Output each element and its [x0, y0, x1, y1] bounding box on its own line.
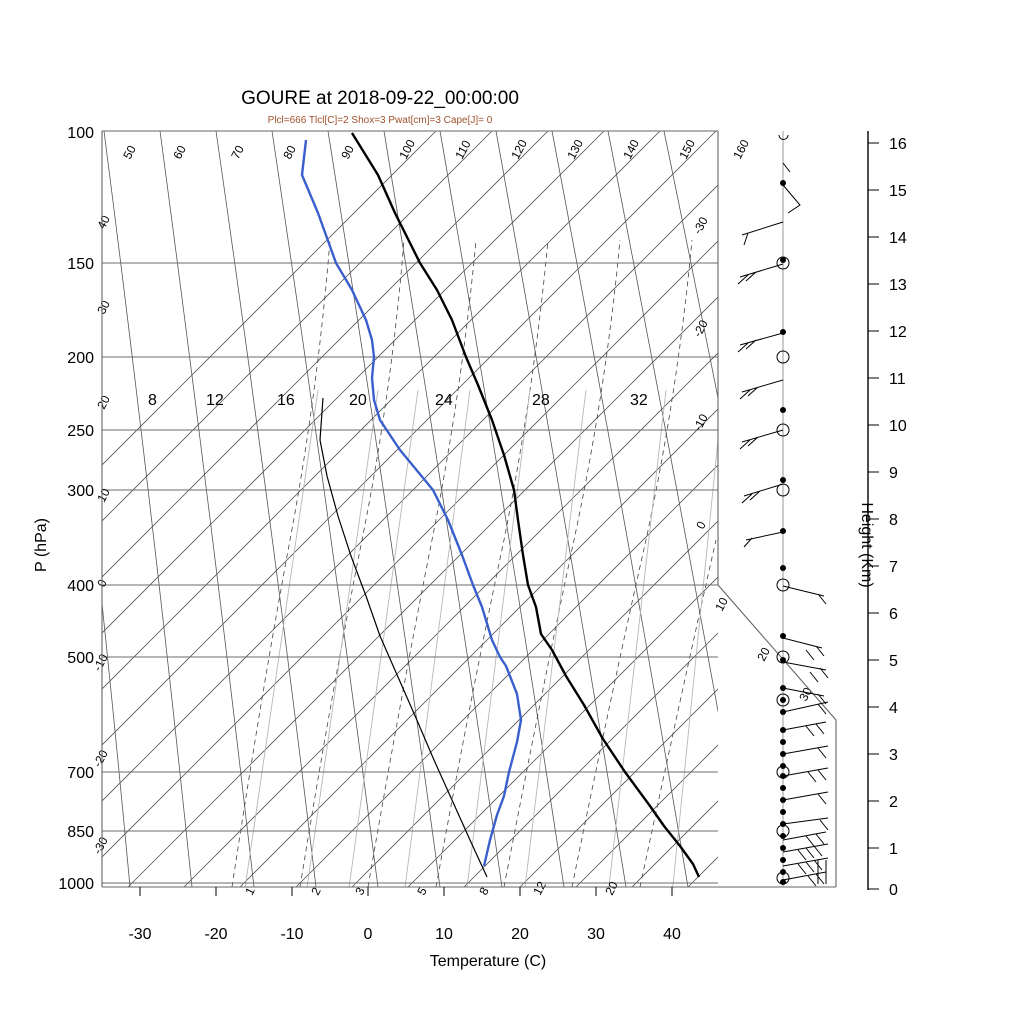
plot-frame — [101, 130, 837, 888]
svg-text:9: 9 — [889, 465, 898, 482]
svg-text:3: 3 — [889, 747, 898, 764]
temperature-profile — [350, 132, 701, 878]
svg-text:250: 250 — [67, 423, 94, 440]
temperature-axis-label: Temperature (C) — [430, 953, 546, 970]
svg-text:15: 15 — [889, 183, 907, 200]
svg-text:8: 8 — [889, 512, 898, 529]
height-axis-label: Height (Km) — [858, 502, 875, 587]
svg-text:80: 80 — [280, 143, 299, 162]
svg-text:8: 8 — [148, 392, 157, 409]
svg-text:30: 30 — [796, 685, 815, 704]
svg-text:-20: -20 — [204, 926, 227, 943]
svg-text:32: 32 — [630, 392, 648, 409]
p-tick-1000hpa: 100 — [67, 125, 94, 142]
parcel-trace — [319, 397, 488, 878]
svg-text:11: 11 — [889, 371, 906, 388]
isotherm-lines — [102, 131, 718, 887]
svg-text:6: 6 — [889, 606, 898, 623]
temperature-axis: -30 -20 -10 0 10 20 30 40 Temperature (C… — [128, 887, 681, 970]
svg-text:150: 150 — [67, 256, 94, 273]
pressure-axis: 100 150 200 250 300 400 500 700 850 1000… — [33, 125, 94, 893]
svg-text:12: 12 — [889, 324, 907, 341]
svg-text:1: 1 — [889, 841, 898, 858]
svg-text:20: 20 — [754, 645, 773, 664]
svg-text:20: 20 — [349, 392, 367, 409]
sounding-profiles — [300, 132, 701, 878]
svg-text:40: 40 — [663, 926, 681, 943]
isobar-lines — [102, 131, 718, 884]
svg-text:2: 2 — [889, 794, 898, 811]
dewpoint-profile — [300, 139, 523, 867]
svg-text:50: 50 — [120, 143, 139, 162]
svg-text:40: 40 — [94, 213, 113, 232]
mixing-ratio-lines — [244, 389, 718, 887]
svg-text:200: 200 — [67, 350, 94, 367]
svg-text:28: 28 — [532, 392, 550, 409]
svg-text:30: 30 — [587, 926, 605, 943]
height-axis: 16 15 14 13 12 11 10 9 8 7 6 5 4 3 2 1 0… — [858, 131, 907, 899]
moist-adiabat-labels: 8 12 16 20 24 28 32 — [148, 392, 648, 409]
svg-text:16: 16 — [277, 392, 295, 409]
pressure-axis-label: P (hPa) — [33, 518, 50, 572]
svg-text:16: 16 — [889, 136, 907, 153]
svg-text:400: 400 — [67, 578, 94, 595]
wind-level-circles — [776, 256, 790, 885]
svg-text:-30: -30 — [128, 926, 151, 943]
svg-text:24: 24 — [435, 392, 453, 409]
svg-text:20: 20 — [94, 393, 113, 412]
wind-barbs — [737, 134, 829, 887]
svg-text:850: 850 — [67, 824, 94, 841]
svg-text:4: 4 — [889, 700, 898, 717]
svg-text:700: 700 — [67, 765, 94, 782]
svg-text:12: 12 — [206, 392, 224, 409]
svg-text:10: 10 — [889, 418, 907, 435]
moist-adiabat-lines — [231, 239, 717, 887]
skewt-grid — [102, 131, 718, 887]
svg-text:30: 30 — [94, 298, 113, 317]
page-title: GOURE at 2018-09-22_00:00:00 — [241, 88, 519, 109]
svg-text:0: 0 — [889, 882, 898, 899]
svg-text:12: 12 — [530, 879, 549, 898]
wind-barb-column — [737, 131, 829, 887]
isotherm-labels-right: -30 -20 -10 0 10 20 30 — [690, 214, 815, 703]
svg-text:90: 90 — [338, 143, 357, 162]
svg-text:10: 10 — [712, 595, 731, 614]
svg-text:10: 10 — [435, 926, 453, 943]
svg-text:5: 5 — [889, 653, 898, 670]
svg-text:500: 500 — [67, 650, 94, 667]
svg-text:14: 14 — [889, 230, 907, 247]
svg-text:300: 300 — [67, 483, 94, 500]
svg-text:60: 60 — [170, 143, 189, 162]
svg-text:7: 7 — [889, 559, 898, 576]
subtitle-indices: Plcl=666 Tlcl[C]=2 Shox=3 Pwat[cm]=3 Cap… — [268, 115, 493, 126]
svg-text:-10: -10 — [280, 926, 303, 943]
svg-text:10: 10 — [94, 486, 113, 505]
svg-text:1000: 1000 — [58, 876, 94, 893]
svg-text:20: 20 — [602, 879, 621, 898]
svg-text:20: 20 — [511, 926, 529, 943]
svg-text:13: 13 — [889, 277, 907, 294]
svg-text:0: 0 — [364, 926, 373, 943]
svg-text:70: 70 — [228, 143, 247, 162]
